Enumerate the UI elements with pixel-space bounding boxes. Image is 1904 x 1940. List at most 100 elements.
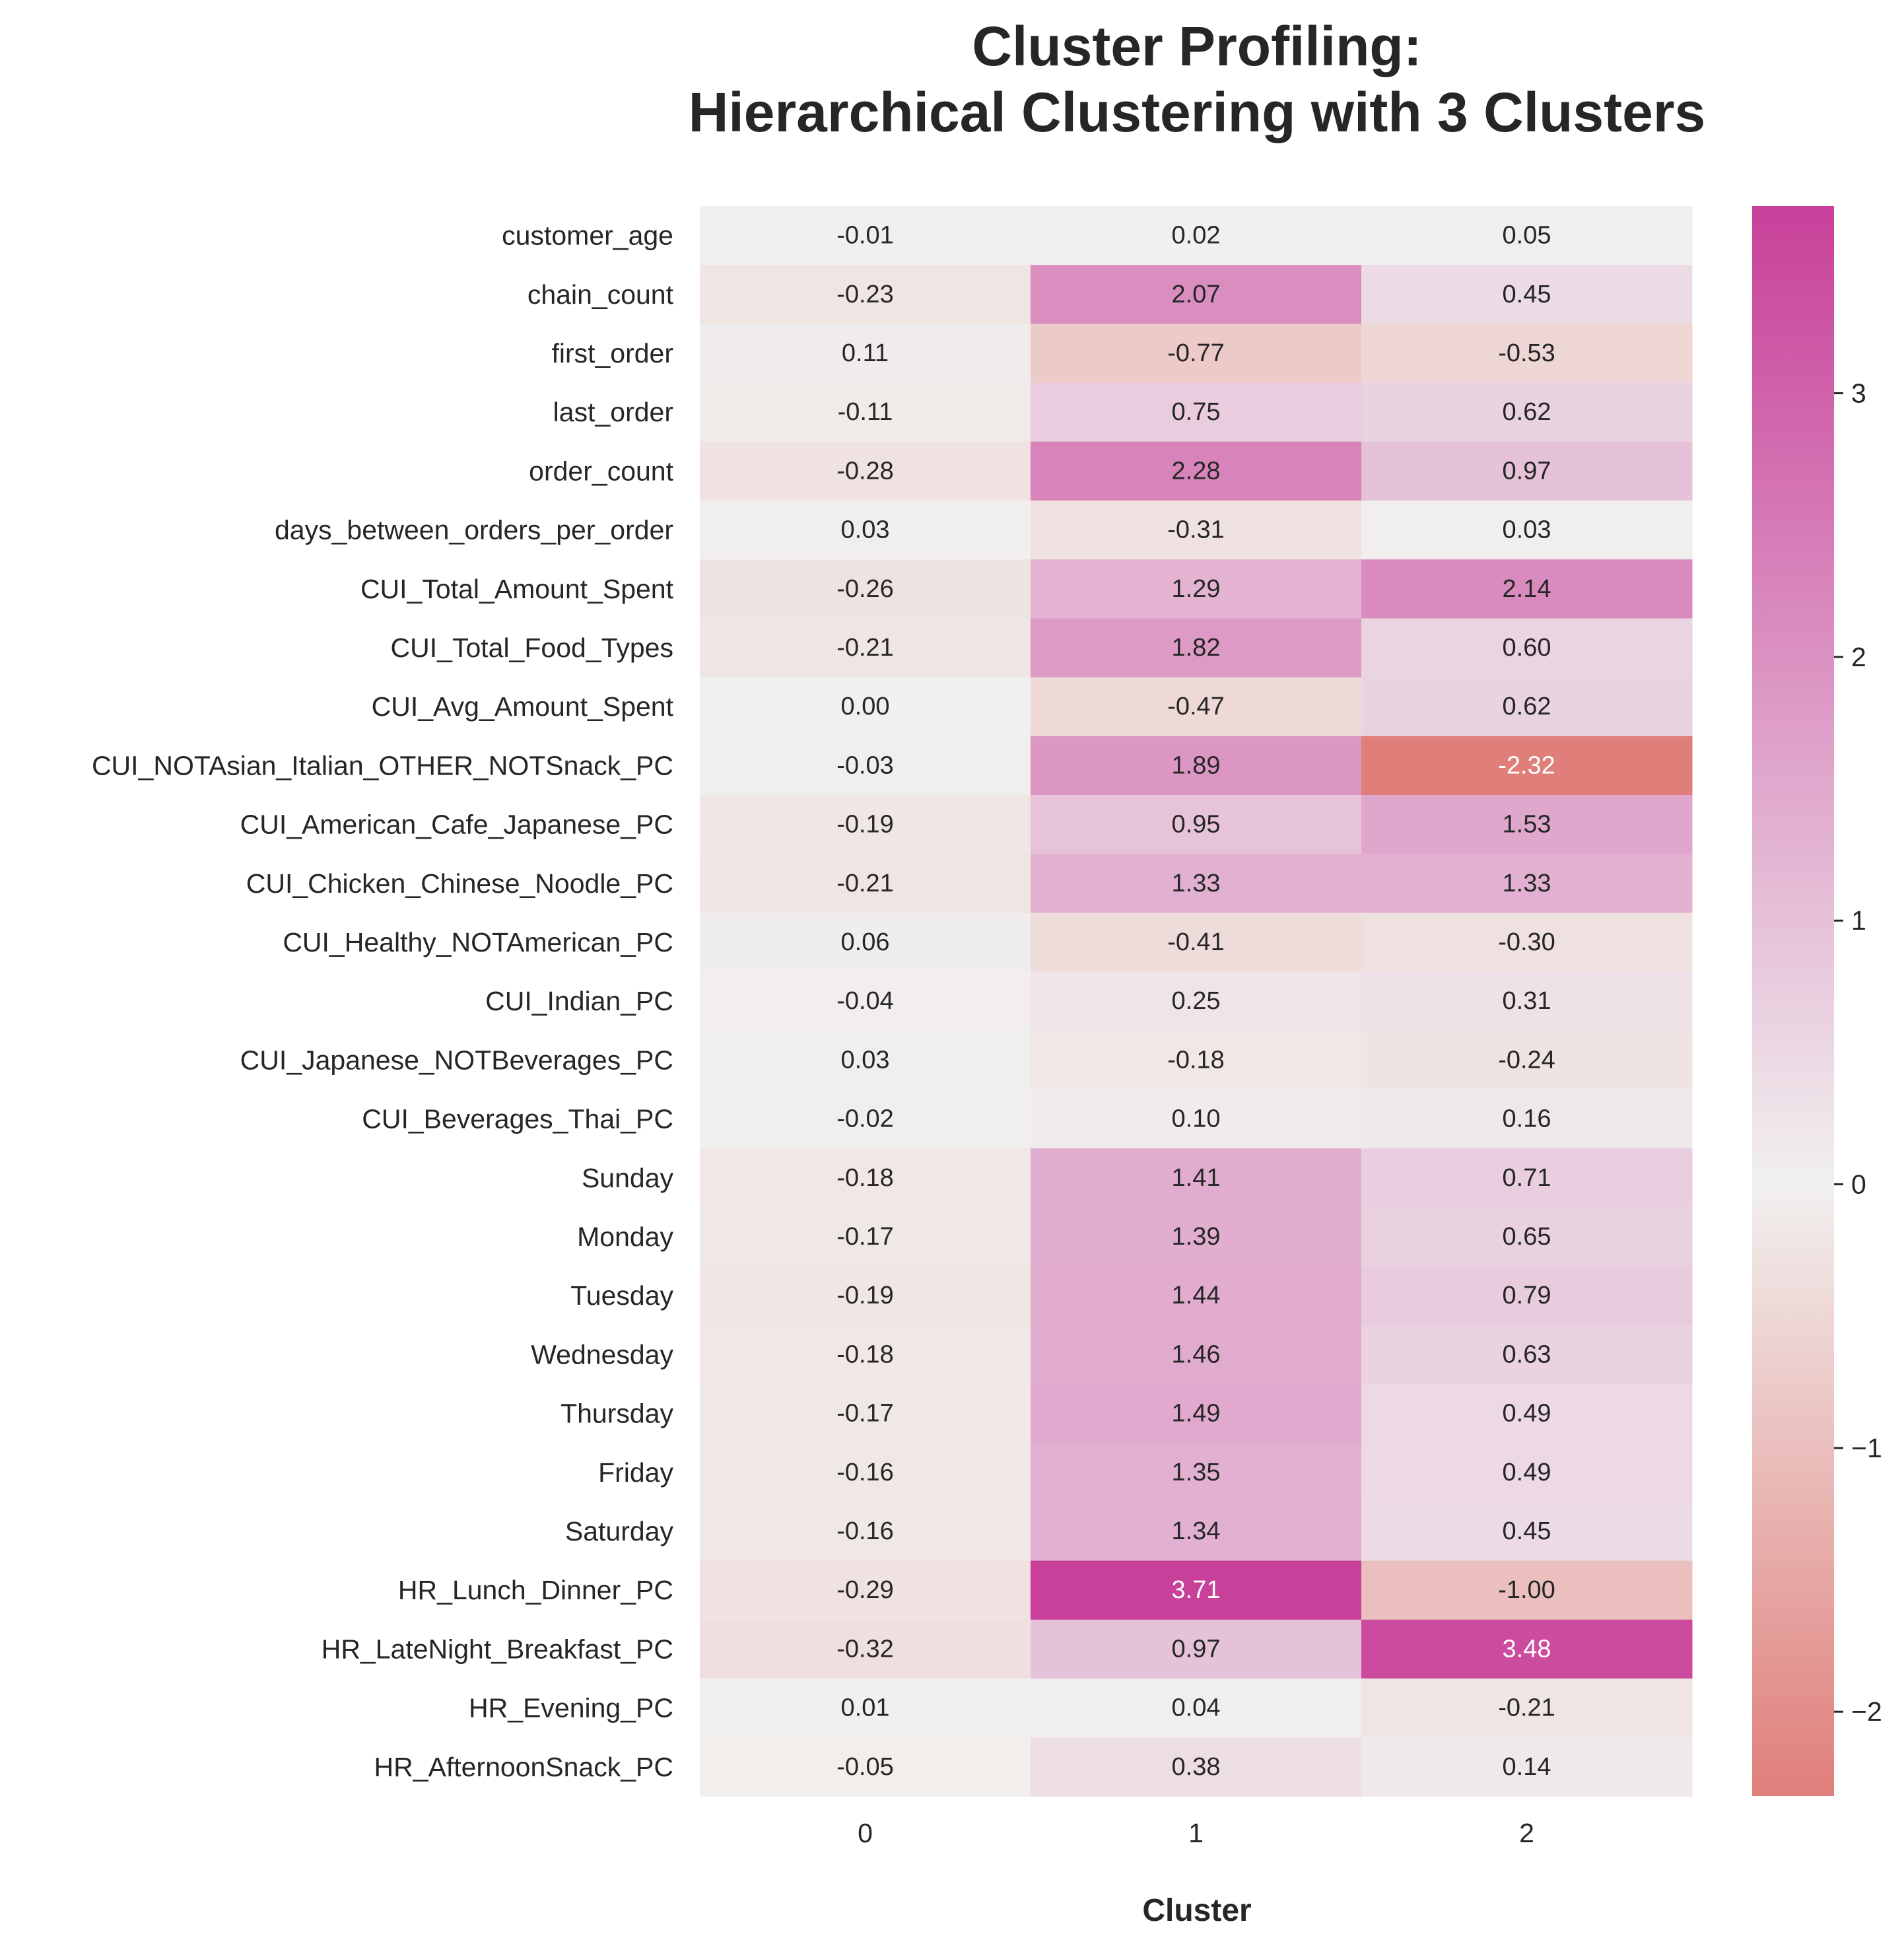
cell-value-label: 1.33 (1503, 870, 1551, 897)
colorbar-ticks: 3 2 1 0 −1 −2 (1834, 378, 1882, 1727)
row-label: HR_LateNight_Breakfast_PC (322, 1634, 673, 1664)
heatmap-cell (1361, 324, 1693, 384)
heatmap-cell (700, 324, 1031, 384)
heatmap-cell (1031, 677, 1362, 737)
heatmap-cell (1361, 1266, 1693, 1326)
cell-value-label: -0.23 (836, 281, 894, 308)
heatmap-cell (700, 559, 1031, 619)
row-label: first_order (551, 338, 673, 368)
row-label: HR_Lunch_Dinner_PC (398, 1575, 673, 1605)
cell-value-label: 1.34 (1172, 1517, 1221, 1545)
heatmap-cell (700, 501, 1031, 560)
colorbar-tick-label: 2 (1851, 642, 1866, 672)
heatmap-cell (700, 1090, 1031, 1149)
heatmap-cell (1031, 1443, 1362, 1502)
heatmap-cell (1361, 441, 1693, 501)
cell-value-label: -0.18 (1167, 1046, 1225, 1074)
chart-title: Cluster Profiling: Hierarchical Clusteri… (245, 13, 1904, 145)
cell-value-label: 0.05 (1503, 222, 1551, 250)
heatmap-cell (1031, 854, 1362, 913)
heatmap-cell (1361, 265, 1693, 324)
cell-value-labels: -0.01 0.02 0.05 -0.23 2.07 0.45 0.11 -0.77 -0.53… (836, 222, 1555, 1781)
heatmap-cell (1031, 265, 1362, 324)
cell-value-label: 0.10 (1172, 1105, 1221, 1133)
colorbar-tick-label: 3 (1851, 378, 1866, 409)
chart-title-line-1: Cluster Profiling: (972, 15, 1422, 77)
cell-value-label: -0.16 (836, 1517, 894, 1545)
cell-value-label: 0.95 (1172, 811, 1221, 839)
cell-value-label: 0.03 (841, 1046, 890, 1074)
cell-value-label: 0.38 (1172, 1753, 1221, 1781)
cell-value-label: 2.07 (1172, 281, 1221, 308)
heatmap-cell (1031, 501, 1362, 560)
heatmap-cell (1361, 1207, 1693, 1267)
heatmap-cell (700, 795, 1031, 854)
row-label: HR_Evening_PC (469, 1693, 673, 1723)
heatmap-cell (700, 1502, 1031, 1562)
heatmap-cell (1361, 1148, 1693, 1208)
x-tick-label: 2 (1519, 1818, 1534, 1848)
heatmap-cell (1361, 1325, 1693, 1385)
cell-value-label: -0.19 (836, 1282, 894, 1309)
heatmap-cell (700, 1325, 1031, 1385)
heatmap-cell (1361, 1384, 1693, 1443)
heatmap-cell (1361, 854, 1693, 913)
row-label: CUI_Healthy_NOTAmerican_PC (283, 927, 673, 957)
row-label: Thursday (561, 1399, 673, 1429)
heatmap-cell (1361, 1443, 1693, 1502)
colorbar-gradient (1752, 206, 1834, 1796)
heatmap-cell (1361, 677, 1693, 737)
heatmap-cell (1031, 382, 1362, 442)
heatmap-cell (1361, 1502, 1693, 1562)
cell-value-label: -0.16 (836, 1459, 894, 1486)
heatmap-cell (1031, 1030, 1362, 1090)
heatmap-cell (1361, 559, 1693, 619)
cell-value-label: 0.11 (842, 339, 889, 367)
heatmap-cell (700, 1560, 1031, 1620)
cell-value-label: 3.71 (1172, 1576, 1221, 1604)
cell-value-label: -0.02 (836, 1105, 894, 1133)
heatmap-cell (1031, 1266, 1362, 1326)
cell-value-label: 0.65 (1503, 1223, 1551, 1251)
cell-value-label: 0.01 (841, 1694, 890, 1722)
heatmap-cell (700, 382, 1031, 442)
row-label: Tuesday (570, 1280, 673, 1311)
heatmap-cell (700, 1266, 1031, 1326)
cell-value-label: 1.53 (1503, 811, 1551, 839)
cell-value-label: 0.75 (1172, 398, 1221, 426)
heatmap-cell (700, 618, 1031, 678)
row-label: CUI_American_Cafe_Japanese_PC (240, 810, 673, 840)
heatmap-cell (1031, 1148, 1362, 1208)
heatmap-cell (1031, 795, 1362, 854)
heatmap-cell (1031, 324, 1362, 384)
cell-value-label: -0.32 (836, 1635, 894, 1663)
cell-value-label: 0.60 (1503, 634, 1551, 662)
row-label: Monday (577, 1222, 673, 1252)
heatmap-cell (700, 1384, 1031, 1443)
cell-value-label: 2.28 (1172, 457, 1221, 485)
cell-value-label: -0.21 (836, 870, 894, 897)
heatmap-cell (700, 1619, 1031, 1679)
heatmap-cell (1031, 441, 1362, 501)
cell-value-label: -0.18 (836, 1340, 894, 1368)
row-labels: customer_age chain_count first_order last_o… (92, 221, 674, 1782)
cell-value-label: 0.00 (841, 693, 890, 720)
heatmap-cell (700, 441, 1031, 501)
cell-value-label: -0.24 (1498, 1046, 1555, 1074)
row-label: Wednesday (531, 1339, 673, 1369)
row-label: CUI_Avg_Amount_Spent (372, 691, 674, 722)
heatmap-cell (1031, 1502, 1362, 1562)
heatmap-cell (1031, 1560, 1362, 1620)
heatmap-cell (1031, 1619, 1362, 1679)
cell-value-label: 0.14 (1503, 1753, 1551, 1781)
cell-value-label: 1.29 (1172, 575, 1221, 603)
heatmap-cell (700, 1148, 1031, 1208)
cell-value-label: 0.49 (1503, 1459, 1551, 1486)
colorbar-tick-label: −2 (1851, 1696, 1882, 1727)
cell-value-label: 3.48 (1503, 1635, 1551, 1663)
heatmap-cell (1361, 913, 1693, 973)
row-label: customer_age (502, 221, 673, 251)
heatmap-cell (700, 913, 1031, 973)
heatmap-cell (1031, 206, 1362, 265)
cell-value-label: -0.26 (836, 575, 894, 603)
